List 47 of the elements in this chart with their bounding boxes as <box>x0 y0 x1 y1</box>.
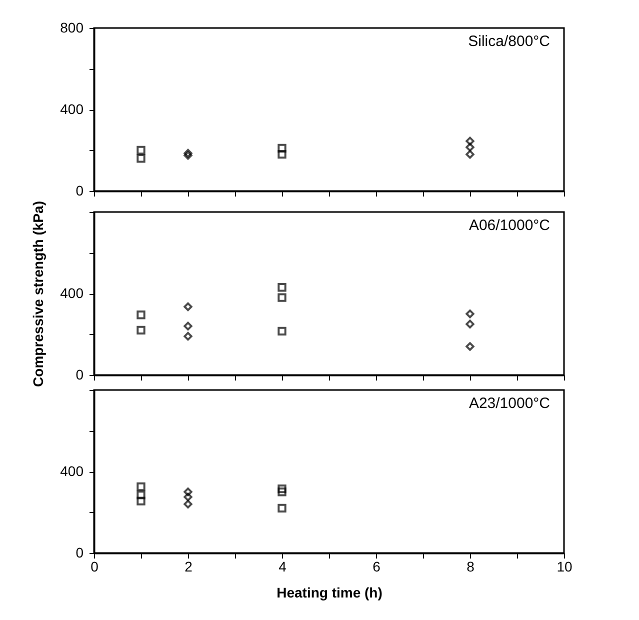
x-tick-label: 10 <box>556 558 572 574</box>
point <box>184 332 192 341</box>
y-tick-label: 400 <box>60 285 84 301</box>
point <box>136 146 146 155</box>
point <box>136 154 146 163</box>
x-tick-label: 2 <box>184 558 193 574</box>
y-axis-title: Compressive strength (kPa) <box>30 201 46 387</box>
point <box>466 150 474 159</box>
point <box>278 484 286 494</box>
point <box>184 322 192 330</box>
x-tick-label: 0 <box>90 558 99 574</box>
point <box>278 150 286 159</box>
x-tick-label: 8 <box>466 558 475 574</box>
y-tick-label: 400 <box>60 463 84 479</box>
point <box>136 326 146 335</box>
point <box>136 496 146 506</box>
annotation: A06/1000°C <box>468 217 550 234</box>
y-tick-label: 800 <box>60 20 84 36</box>
point <box>184 488 192 496</box>
x-axis-title: Heating time (h) <box>276 584 382 600</box>
point <box>466 136 474 146</box>
point <box>278 283 286 292</box>
point <box>184 150 192 160</box>
point <box>278 488 286 496</box>
point <box>278 504 286 513</box>
y-tick-label: 400 <box>60 101 84 117</box>
point <box>466 142 474 152</box>
point <box>466 320 474 328</box>
point <box>136 310 146 320</box>
point <box>184 500 192 508</box>
point <box>136 482 146 492</box>
point <box>136 490 146 500</box>
annotation: Silica/800°C <box>468 33 550 50</box>
point <box>466 310 474 318</box>
point <box>278 293 286 302</box>
point <box>184 148 192 158</box>
annotation: A23/1000°C <box>468 395 550 412</box>
x-tick-label: 6 <box>372 558 381 574</box>
point <box>184 302 192 312</box>
point <box>466 342 474 351</box>
y-tick-label: 0 <box>76 366 84 382</box>
point <box>278 326 286 336</box>
y-tick-label: 0 <box>76 544 84 560</box>
y-tick-label: 0 <box>76 182 84 198</box>
point <box>278 144 286 153</box>
x-tick-label: 4 <box>278 558 287 574</box>
point <box>184 492 192 502</box>
